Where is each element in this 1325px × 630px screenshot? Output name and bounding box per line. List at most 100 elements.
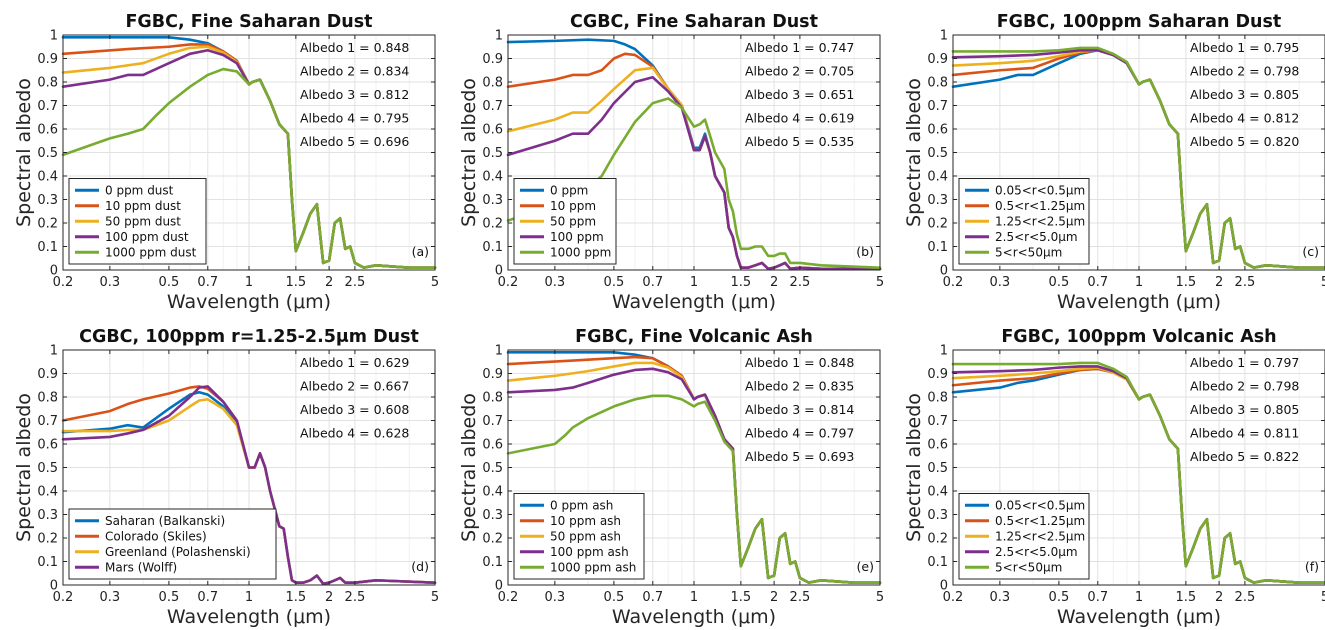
y-tick-label: 0.3 [482, 193, 503, 208]
albedo-annotation: Albedo 5 = 0.822 [1190, 449, 1299, 464]
series-group [951, 46, 1325, 269]
x-tick-label: 0.3 [990, 275, 1011, 290]
legend-box [68, 508, 277, 580]
panel-title: FGBC, 100ppm Volcanic Ash [1001, 327, 1276, 347]
panel-label: (e) [857, 559, 874, 574]
legend-entry: 0 ppm ash [550, 498, 613, 512]
albedo-annotation: Albedo 4 = 0.811 [1190, 426, 1299, 441]
x-tick-label: 2 [1215, 275, 1223, 290]
x-axis-label: Wavelength (μm) [612, 291, 776, 313]
x-tick-label: 0.3 [990, 590, 1011, 605]
y-tick-label: 0.8 [927, 391, 948, 406]
x-tick-label: 1.5 [731, 590, 752, 605]
y-tick-label: 0.1 [37, 555, 58, 570]
x-tick-label: 2.5 [790, 275, 811, 290]
legend-entry: Mars (Wolff) [105, 560, 177, 574]
albedo-annotation: Albedo 4 = 0.628 [300, 426, 409, 441]
y-tick-label: 0.5 [37, 461, 58, 476]
albedo-annotation: Albedo 5 = 0.693 [745, 449, 854, 464]
legend-entry: 100 ppm ash [550, 545, 629, 559]
legend-entry: 1000 ppm dust [105, 245, 197, 259]
x-tick-label: 0.3 [100, 590, 121, 605]
series-line [951, 46, 1325, 269]
x-tick-label: 5 [431, 590, 439, 605]
panel-c: 0.2 0.3 0.5 0.7 1 1.5 2 2.5 5 0 0.1 0.2 0.3 0.4 0.5 0.6… [903, 12, 1325, 313]
albedo-annotation: Albedo 4 = 0.797 [745, 426, 854, 441]
albedo-annotation: Albedo 5 = 0.696 [300, 134, 409, 149]
legend-entry: 0.5<r<1.25μm [995, 514, 1085, 528]
y-tick-label: 0.9 [927, 367, 948, 382]
legend-entry: 0.5<r<1.25μm [995, 199, 1085, 213]
legend-entry: 0 ppm [550, 183, 588, 197]
panel-b: 0.2 0.3 0.5 0.7 1 1.5 2 2.5 5 0 0.1 0.2 0.3 0.4 0.5 0.6… [458, 12, 884, 313]
y-tick-label: 1 [940, 344, 948, 359]
x-tick-label: 0.7 [642, 275, 663, 290]
y-tick-label: 0.3 [927, 193, 948, 208]
legend-entry: 1000 ppm ash [550, 560, 636, 574]
albedo-annotation: Albedo 2 = 0.835 [745, 379, 854, 394]
x-tick-label: 1.5 [1176, 275, 1197, 290]
x-axis-label: Wavelength (μm) [167, 291, 331, 313]
x-tick-label: 0.5 [1049, 590, 1070, 605]
albedo-annotation: Albedo 2 = 0.798 [1190, 64, 1299, 79]
x-tick-label: 1.5 [286, 275, 307, 290]
y-tick-label: 0.1 [927, 240, 948, 255]
x-axis-label: Wavelength (μm) [1057, 606, 1221, 628]
x-tick-label: 1 [1135, 590, 1143, 605]
series-group [506, 351, 882, 584]
x-tick-label: 1.5 [731, 275, 752, 290]
x-tick-label: 2 [770, 590, 778, 605]
y-tick-label: 0.2 [37, 532, 58, 547]
albedo-annotation: Albedo 3 = 0.608 [300, 402, 409, 417]
albedo-annotation: Albedo 2 = 0.834 [300, 64, 409, 79]
y-axis-label: Spectral albedo [13, 78, 35, 227]
x-tick-label: 2.5 [345, 275, 366, 290]
series-group [951, 361, 1325, 584]
x-tick-label: 0.7 [642, 590, 663, 605]
albedo-annotation: Albedo 1 = 0.848 [300, 40, 409, 55]
y-tick-label: 0.2 [927, 217, 948, 232]
x-tick-label: 5 [1321, 590, 1325, 605]
y-tick-label: 0.1 [482, 240, 503, 255]
albedo-annotation: Albedo 1 = 0.795 [1190, 40, 1299, 55]
panel-label: (c) [1302, 244, 1319, 259]
y-tick-label: 0 [50, 579, 58, 594]
y-tick-label: 0.7 [482, 414, 503, 429]
y-tick-label: 0.3 [927, 508, 948, 523]
y-tick-label: 0.3 [37, 508, 58, 523]
x-tick-label: 2.5 [790, 590, 811, 605]
x-tick-label: 1.5 [286, 590, 307, 605]
x-tick-label: 2.5 [1235, 275, 1256, 290]
y-tick-label: 0.9 [927, 52, 948, 67]
y-tick-label: 0.1 [482, 555, 503, 570]
albedo-annotation: Albedo 1 = 0.747 [745, 40, 854, 55]
panel-title: FGBC, Fine Saharan Dust [125, 12, 372, 32]
y-tick-label: 0.6 [927, 438, 948, 453]
gridlines [62, 34, 436, 271]
y-axis-label: Spectral albedo [903, 393, 925, 542]
y-tick-label: 0.5 [482, 146, 503, 161]
y-tick-label: 1 [495, 344, 503, 359]
y-tick-label: 0.2 [927, 532, 948, 547]
series-line [61, 385, 437, 586]
x-tick-label: 1 [690, 275, 698, 290]
series-group [61, 385, 437, 586]
panel-a: 0.2 0.3 0.5 0.7 1 1.5 2 2.5 5 0 0.1 0.2 0.3 0.4 0.5 0.6… [13, 12, 439, 313]
y-tick-label: 0.4 [37, 485, 58, 500]
y-tick-label: 0.8 [37, 76, 58, 91]
panel-e: 0.2 0.3 0.5 0.7 1 1.5 2 2.5 5 0 0.1 0.2 0.3 0.4 0.5 0.6… [458, 327, 884, 628]
x-tick-label: 5 [876, 590, 884, 605]
y-tick-label: 0.4 [927, 485, 948, 500]
series-line [61, 67, 437, 269]
series-group [61, 36, 437, 269]
x-axis-label: Wavelength (μm) [612, 606, 776, 628]
albedo-annotation: Albedo 4 = 0.812 [1190, 111, 1299, 126]
x-axis-label: Wavelength (μm) [167, 606, 331, 628]
series-line [506, 97, 882, 269]
y-tick-label: 0.1 [37, 240, 58, 255]
y-tick-label: 0.7 [482, 99, 503, 114]
legend-entry: 5<r<50μm [995, 245, 1062, 259]
x-tick-label: 5 [876, 275, 884, 290]
